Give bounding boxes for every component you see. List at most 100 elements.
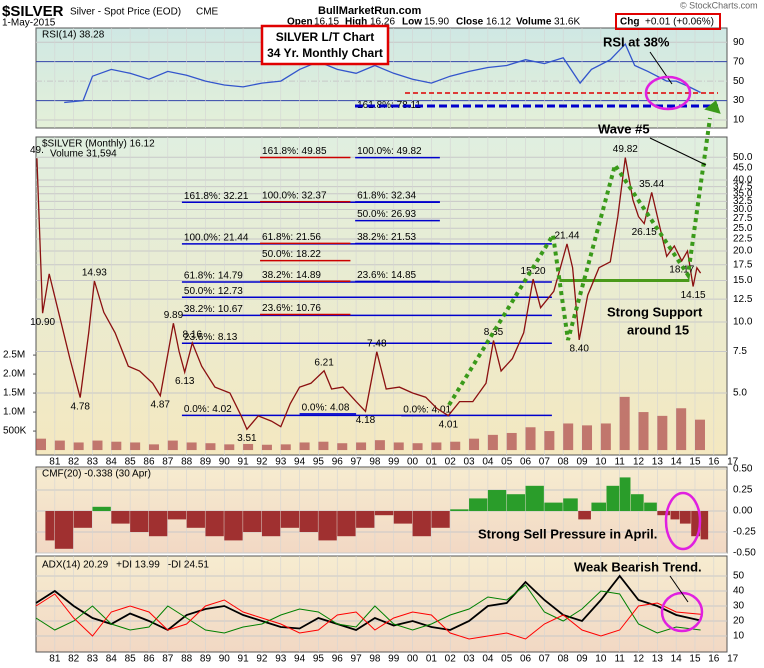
series-line [35,593,701,640]
fib-label: 61.8%: 32.34 [357,190,416,201]
x-tick-label: 95 [313,457,325,468]
y-tick-label: 70 [733,56,745,67]
y-tick-label: 15.0 [733,275,753,286]
x-tick-label: 83 [87,654,99,665]
bar [506,494,526,512]
x-tick-label: 09 [576,654,588,665]
x-tick-label: 01 [426,654,438,665]
value-label: 8.16 [183,329,203,340]
x-tick-label: 16 [708,457,720,468]
x-tick-label: 13 [652,654,664,665]
bar [243,511,262,533]
bar [563,498,578,512]
x-tick-label: 88 [181,457,193,468]
volume-bar [54,440,65,451]
fib-label: 61.8%: 21.56 [262,232,321,243]
x-tick-label: 11 [614,457,625,468]
x-tick-label: 02 [445,457,457,468]
x-tick-label: 93 [275,457,287,468]
volume-bar [92,440,103,451]
legend-entry: +DI 13.99 [116,560,160,571]
volume-bar [694,419,705,451]
y-tick-label: 50 [733,76,745,87]
panel-title: RSI(14) 38.28 [42,30,105,41]
series-line [36,157,702,431]
x-tick-label: 17 [727,654,739,665]
x-tick-label: 86 [143,654,155,665]
panel-title: $SILVER (Monthly) 16.12 [42,139,155,150]
bar [393,511,413,524]
y-tick-label: 10 [733,631,745,642]
x-tick-label: 05 [501,457,513,468]
volume-bar [657,415,668,451]
bar [431,511,450,528]
x-tick-label: 96 [332,654,344,665]
x-tick-label: 92 [256,457,268,468]
bar [657,511,671,516]
y-tick-label: 32.5 [733,196,753,207]
bar [469,498,488,512]
x-tick-label: 99 [388,457,400,468]
adx-note: Weak Bearish Trend. [574,559,702,574]
volume-bar [261,444,272,451]
volume-bar [469,438,480,451]
y-tick-label: 40 [733,586,745,597]
x-tick-label: 90 [219,457,231,468]
value-label: 4.78 [71,401,91,412]
x-tick-label: 02 [445,654,457,665]
volume-bar [374,440,385,451]
y-tick-label: 7.5 [733,346,747,357]
bar [679,511,691,524]
x-tick-label: 01 [426,457,438,468]
y-tick-label: 25.0 [733,223,753,234]
value-label: 14.93 [82,268,107,279]
y-tick-label: 90 [733,37,745,48]
value-label: 8.40 [569,344,589,355]
pointer [649,51,673,85]
x-tick-label: 08 [558,457,570,468]
value-label: 49.82 [613,144,638,155]
value-label: 7.48 [367,338,387,349]
volume-bar [224,444,235,451]
volume-bar [36,438,46,451]
fib-label: 100.0%: 32.37 [262,190,327,201]
x-tick-label: 13 [652,457,664,468]
x-tick-label: 82 [68,654,80,665]
site: BullMarketRun.com [318,5,422,17]
volume-bar [130,442,141,451]
y-tick-label: 0.25 [733,485,753,496]
x-tick-label: 03 [463,457,475,468]
y-tick-label: 27.5 [733,213,753,224]
x-tick-label: 04 [482,457,494,468]
fib-label: 161.8%: 49.85 [262,146,327,157]
y-tick-label: -0.50 [733,548,756,559]
volume-bar [280,444,291,451]
x-tick-label: 97 [351,654,363,665]
chg-box [615,13,721,30]
bar [45,511,55,541]
bar [130,511,149,533]
volume-bar [582,425,593,451]
chg-label: Chg [620,17,639,28]
volume-tick-label: 1.5M [3,388,25,399]
x-tick-label: 15 [689,457,701,468]
x-tick-label: 89 [200,457,212,468]
fib-label: 50.0%: 12.73 [184,286,243,297]
chg: +0.01 (+0.06%) [645,17,714,28]
bar [111,511,130,524]
y-tick-label: 20 [733,616,745,627]
wave-note: Wave #5 [598,121,650,136]
value-label: 18.17 [669,265,694,276]
close: 16.12 [486,17,511,28]
highlight [664,491,702,551]
series-line [64,42,701,104]
bar [205,511,224,537]
volume-bar [600,423,611,451]
copyright: © StockCharts.com [680,0,758,10]
bar [691,511,701,537]
y-tick-label: 0.00 [733,506,753,517]
y-tick-label: -0.25 [733,527,756,538]
x-tick-label: 07 [539,654,551,665]
